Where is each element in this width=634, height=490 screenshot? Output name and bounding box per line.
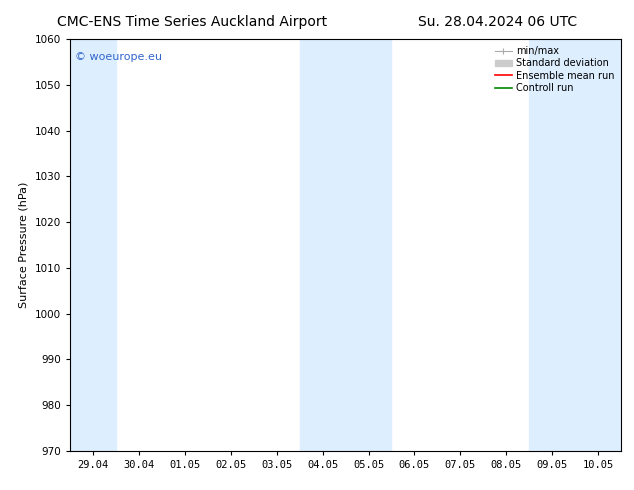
Text: Su. 28.04.2024 06 UTC: Su. 28.04.2024 06 UTC <box>418 15 577 29</box>
Bar <box>70 39 115 451</box>
Legend: min/max, Standard deviation, Ensemble mean run, Controll run: min/max, Standard deviation, Ensemble me… <box>493 44 616 95</box>
Y-axis label: Surface Pressure (hPa): Surface Pressure (hPa) <box>19 182 29 308</box>
Bar <box>299 39 391 451</box>
Text: CMC-ENS Time Series Auckland Airport: CMC-ENS Time Series Auckland Airport <box>57 15 327 29</box>
Bar <box>529 39 621 451</box>
Text: © woeurope.eu: © woeurope.eu <box>75 51 162 62</box>
